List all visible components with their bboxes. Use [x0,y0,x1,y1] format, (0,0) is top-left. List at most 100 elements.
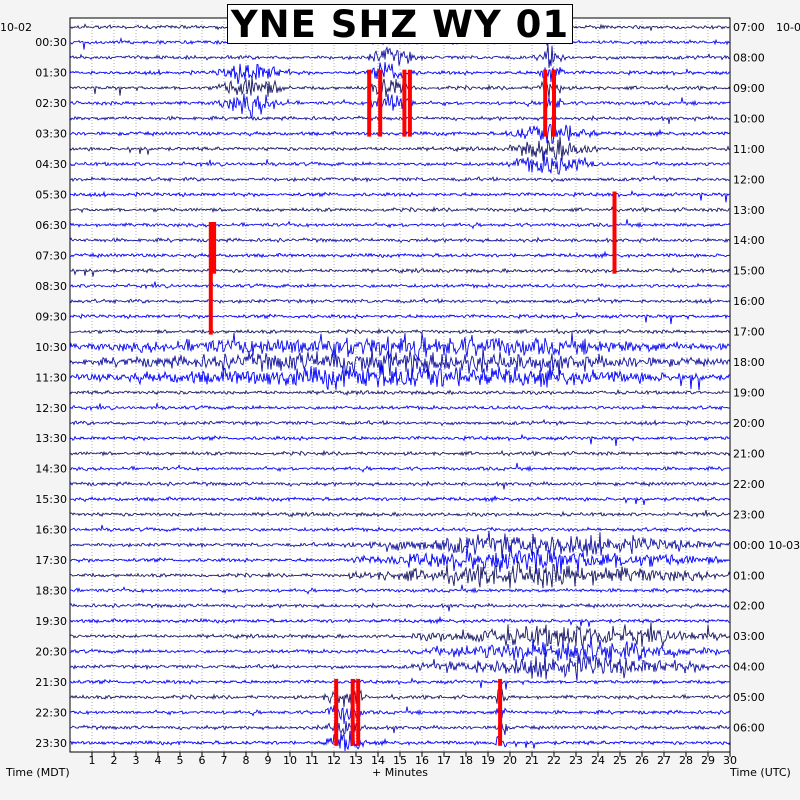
clipped-signal-mark [378,69,383,137]
trace-row [69,530,731,559]
right-time-tick-label: 09:00 [733,82,765,95]
right-start-date: 10-0 [776,21,800,34]
trace-row [69,480,731,490]
trace-row [69,219,731,230]
trace-row [69,266,731,277]
x-tick-label: 20 [503,754,517,767]
trace-row [69,150,731,175]
clipped-signal-mark [208,221,213,335]
x-tick-label: 11 [305,754,319,767]
x-tick-label: 23 [569,754,583,767]
trace-row [69,281,731,290]
left-time-tick-label: 10:30 [35,341,67,354]
right-time-tick-label: 14:00 [733,234,765,247]
left-time-tick-label: 20:30 [35,645,67,658]
clipped-signal-mark [356,678,361,746]
right-time-tick-label: 12:00 [733,173,765,186]
trace-row [69,495,731,505]
trace-row [69,677,731,690]
clipped-signal-mark [367,69,372,137]
trace-row [69,136,731,162]
x-tick-label: 10 [283,754,297,767]
left-time-tick-label: 16:30 [35,524,67,537]
x-tick-label: 9 [265,754,272,767]
right-time-tick-label: 08:00 [733,51,765,64]
trace-row [69,175,731,183]
clipped-signal-mark [402,69,407,137]
trace-row [69,250,731,260]
right-time-tick-label: 20:00 [733,417,765,430]
trace-row [69,652,731,681]
x-tick-label: 16 [415,754,429,767]
right-time-tick-label: 00:00 10-03 [733,539,800,552]
trace-row [69,332,730,361]
left-time-tick-label: 14:30 [35,463,67,476]
x-tick-label: 27 [657,754,671,767]
trace-row [69,418,731,427]
left-time-tick-label: 09:30 [35,310,67,323]
left-time-tick-label: 22:30 [35,706,67,719]
trace-row [69,559,731,589]
left-time-tick-label: 23:30 [35,737,67,750]
clipped-signal-mark [543,69,548,137]
right-time-tick-label: 23:00 [733,508,765,521]
trace-row [69,449,731,457]
x-tick-label: 24 [591,754,605,767]
trace-row [70,93,731,118]
trace-row [69,311,731,325]
clipped-signal-mark [350,678,355,746]
x-tick-label: 15 [393,754,407,767]
left-time-tick-label: 06:30 [35,219,67,232]
x-tick-label: 2 [111,754,118,767]
x-tick-label: 22 [547,754,561,767]
x-axis-label: + Minutes [372,766,429,779]
left-time-tick-label: 05:30 [35,189,67,202]
right-axis-label: Time (UTC) [730,766,791,779]
x-tick-label: 13 [349,754,363,767]
left-time-tick-label: 08:30 [35,280,67,293]
trace-row [69,44,731,68]
trace-row [69,348,731,377]
right-time-tick-label: 10:00 [733,112,765,125]
left-start-date: 10-02 [0,21,32,34]
trace-row [69,363,731,391]
right-time-tick-label: 18:00 [733,356,765,369]
right-time-tick-label: 06:00 [733,722,765,735]
left-time-tick-label: 15:30 [35,493,67,506]
clipped-signal-mark [407,69,412,137]
right-time-tick-label: 21:00 [733,447,765,460]
clipped-signal-mark [212,221,217,274]
chart-title: YNE SHZ WY 01 [227,3,573,46]
left-time-tick-label: 02:30 [35,97,67,110]
x-tick-label: 4 [155,754,162,767]
trace-row [69,403,730,412]
trace-row [69,622,731,647]
x-tick-label: 12 [327,754,341,767]
x-tick-label: 21 [525,754,539,767]
trace-row [69,638,731,664]
axis-layer: 00:30 01:30 02:30 03:30 04:30 05:30 06:30 07:30… [35,21,800,767]
grid-layer [91,18,709,752]
trace-row [69,123,731,144]
clipped-signal-mark [612,191,617,274]
left-time-tick-label: 07:30 [35,249,67,262]
trace-row [69,687,731,707]
left-time-tick-label: 17:30 [35,554,67,567]
right-time-tick-label: 17:00 [733,326,765,339]
trace-row [69,730,731,752]
right-time-tick-label: 03:00 [733,630,765,643]
x-tick-label: 7 [221,754,228,767]
trace-row [69,327,731,335]
left-time-tick-label: 18:30 [35,585,67,598]
trace-row [69,584,731,595]
left-time-tick-label: 12:30 [35,402,67,415]
trace-row [69,615,731,627]
x-tick-label: 8 [243,754,250,767]
seismogram-traces [69,23,731,752]
x-tick-label: 1 [89,754,96,767]
trace-row [69,114,731,124]
left-time-tick-label: 04:30 [35,158,67,171]
left-time-tick-label: 19:30 [35,615,67,628]
left-axis-label: Time (MDT) [6,766,70,779]
